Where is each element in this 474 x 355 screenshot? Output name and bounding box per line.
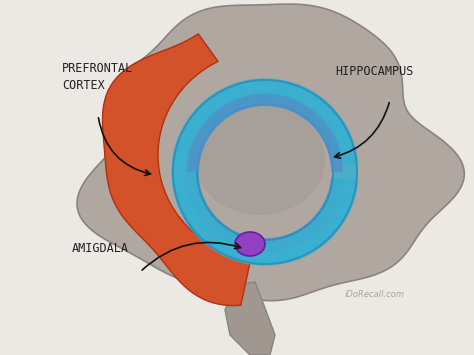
Text: HIPPOCAMPUS: HIPPOCAMPUS — [335, 65, 413, 78]
Text: iDoRecall.com: iDoRecall.com — [345, 290, 405, 299]
Polygon shape — [102, 34, 251, 306]
Text: PREFRONTAL
CORTEX: PREFRONTAL CORTEX — [62, 62, 133, 92]
Ellipse shape — [235, 232, 265, 256]
Text: AMIGDALA: AMIGDALA — [72, 242, 129, 255]
Polygon shape — [77, 4, 464, 301]
Wedge shape — [173, 80, 357, 264]
Polygon shape — [225, 282, 275, 355]
Wedge shape — [187, 94, 343, 172]
Ellipse shape — [195, 105, 325, 215]
